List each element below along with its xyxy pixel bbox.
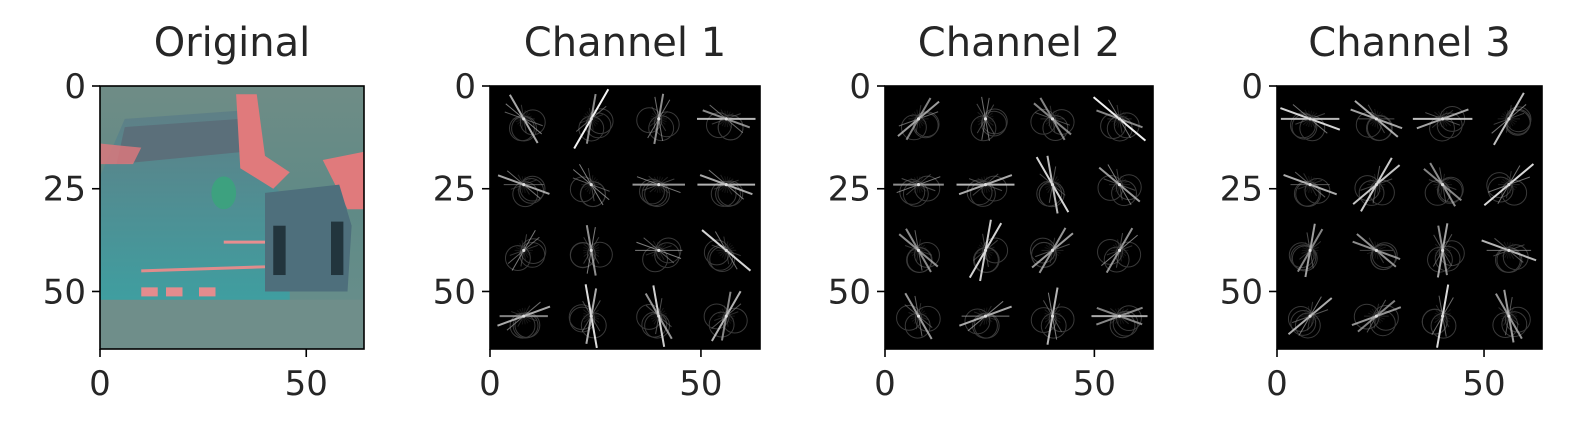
axes-frame xyxy=(489,85,761,350)
x-tick-label: 50 xyxy=(1462,364,1505,404)
y-tick-label: 25 xyxy=(1220,170,1263,210)
subplot-title: Channel 2 xyxy=(918,20,1120,66)
y-tick-label: 25 xyxy=(828,170,871,210)
y-tick-label: 25 xyxy=(433,170,476,210)
subplot-1: Original 0 50 0 25 50 xyxy=(43,20,365,404)
axes-frame xyxy=(99,85,365,350)
subplot-4: Channel 3 0 50 0 25 50 xyxy=(1220,20,1543,404)
y-tick-label: 0 xyxy=(849,67,871,107)
subplot-2: Channel 1 0 50 0 25 50 xyxy=(433,20,761,404)
y-tick-label: 0 xyxy=(454,67,476,107)
subplot-title: Channel 1 xyxy=(524,20,726,66)
hog-image xyxy=(885,86,1153,349)
y-tick-label: 0 xyxy=(1241,67,1263,107)
x-tick-label: 0 xyxy=(89,364,111,404)
original-image xyxy=(100,86,364,349)
x-tick-label: 50 xyxy=(285,364,328,404)
subplot-title: Original xyxy=(154,20,311,66)
y-tick-label: 25 xyxy=(43,170,86,210)
hog-image xyxy=(1277,86,1542,349)
x-tick-label: 50 xyxy=(1073,364,1116,404)
y-tick-label: 50 xyxy=(1220,272,1263,312)
x-tick-label: 0 xyxy=(874,364,896,404)
x-tick-label: 0 xyxy=(1266,364,1288,404)
axes-frame xyxy=(884,85,1154,350)
y-tick-label: 0 xyxy=(64,67,86,107)
y-tick-label: 50 xyxy=(43,272,86,312)
subplot-3: Channel 2 0 50 0 25 50 xyxy=(828,20,1154,404)
x-tick-label: 50 xyxy=(679,364,722,404)
y-tick-label: 50 xyxy=(433,272,476,312)
x-tick-label: 0 xyxy=(479,364,501,404)
axes-frame xyxy=(1276,85,1543,350)
y-tick-label: 50 xyxy=(828,272,871,312)
subplot-title: Channel 3 xyxy=(1308,20,1510,66)
hog-image xyxy=(490,86,760,349)
